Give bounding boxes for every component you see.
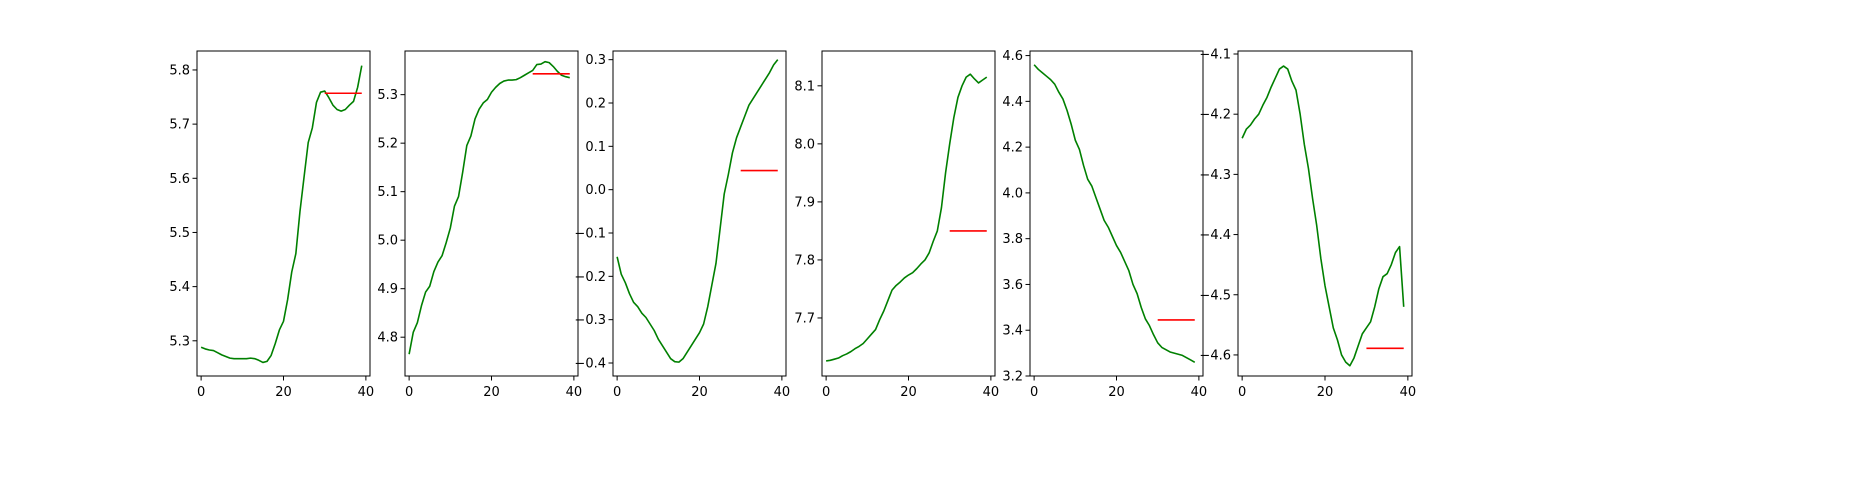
- panel-5-series-line: [1033, 64, 1196, 363]
- panel-3-ytick-label: −0.2: [574, 270, 606, 285]
- panel-4-ytick-label: 7.8: [794, 253, 815, 268]
- panel-6-ytick-label: −4.2: [1199, 108, 1231, 123]
- panel-1-ytick-label: 5.8: [169, 63, 190, 78]
- panel-4-xtick-label: 40: [983, 385, 1000, 400]
- panel-1: 0 20 40 5.3 5.4 5.5 5.6 5.7 5.8: [169, 50, 375, 400]
- panel-4-ytick-label: 7.9: [794, 195, 815, 210]
- panel-1-xtick-label: 40: [358, 385, 375, 400]
- panel-2-ytick-label: 5.2: [377, 137, 398, 152]
- panel-6-ytick-label: −4.5: [1199, 288, 1231, 303]
- panel-1-ytick-label: 5.6: [169, 172, 190, 187]
- panel-3-xtick-label: 40: [774, 385, 791, 400]
- panel-3-ytick-label: 0.2: [585, 97, 606, 112]
- panel-4-xtick-label: 0: [822, 385, 830, 400]
- panel-1-ytick-label: 5.3: [169, 334, 190, 349]
- panel-5-ytick-label: 4.6: [1002, 49, 1023, 64]
- panel-6-ytick-label: −4.1: [1199, 48, 1231, 63]
- panel-2-xtick-label: 40: [566, 385, 583, 400]
- panel-3-ytick-label: 0.3: [585, 53, 606, 68]
- panel-2-ytick-label: 5.1: [377, 185, 398, 200]
- panel-6-xtick-label: 0: [1238, 385, 1246, 400]
- panel-3-series-line: [616, 59, 779, 363]
- panel-2-ytick-label: 5.0: [377, 234, 398, 249]
- panel-5-ytick-label: 3.6: [1002, 278, 1023, 293]
- panel-1-xtick-label: 0: [197, 385, 205, 400]
- panel-3-xtick-label: 0: [613, 385, 621, 400]
- panel-2-ytick-label: 5.3: [377, 88, 398, 103]
- panel-3-xtick-label: 20: [691, 385, 708, 400]
- panel-1-ytick-label: 5.5: [169, 226, 190, 241]
- panel-2-series-line: [408, 60, 570, 355]
- panel-3: 0 20 40 −0.4 −0.3 −0.2 −0.1 0.0 0.1 0.2 0.3: [574, 50, 791, 400]
- panel-3-ytick-label: 0.1: [585, 140, 606, 155]
- panel-2: 0 20 40 4.8 4.9 5.0 5.1 5.2 5.3: [377, 50, 583, 400]
- panel-2-xtick-label: 0: [405, 385, 413, 400]
- panel-3-ytick-label: −0.4: [574, 357, 606, 372]
- panel-3-ytick-label: 0.0: [585, 183, 606, 198]
- panel-4: 0 20 40 7.7 7.8 7.9 8.0 8.1: [794, 50, 1000, 400]
- panel-5-ytick-label: 3.8: [1002, 232, 1023, 247]
- panel-1-series-line: [200, 65, 363, 364]
- panel-4-series-line: [826, 73, 988, 362]
- panel-6-ytick-label: −4.4: [1199, 228, 1231, 243]
- panel-6-xtick-label: 40: [1400, 385, 1417, 400]
- panel-1-ytick-label: 5.7: [169, 118, 190, 133]
- panel-5-ytick-label: 3.2: [1002, 370, 1023, 385]
- panel-4-ytick-label: 8.0: [794, 137, 815, 152]
- panel-5-ytick-label: 4.4: [1002, 95, 1023, 110]
- panel-4-xtick-label: 20: [900, 385, 917, 400]
- panel-6-ytick-label: −4.3: [1199, 168, 1231, 183]
- panel-2-ytick-label: 4.9: [377, 282, 398, 297]
- panel-3-ytick-label: −0.1: [574, 227, 606, 242]
- panel-1-xtick-label: 20: [275, 385, 292, 400]
- panel-5-ytick-label: 3.4: [1002, 324, 1023, 339]
- panel-5-xtick-label: 0: [1030, 385, 1038, 400]
- panel-4-ytick-label: 7.7: [794, 311, 815, 326]
- panel-2-xtick-label: 20: [483, 385, 500, 400]
- panel-6-series-line: [1241, 65, 1405, 367]
- panel-3-ytick-label: −0.3: [574, 313, 606, 328]
- panel-5-xtick-label: 40: [1191, 385, 1208, 400]
- panel-6: 0 20 40 −4.6 −4.5 −4.4 −4.3 −4.2 −4.1: [1199, 48, 1416, 400]
- panel-2-ytick-label: 4.8: [377, 331, 398, 346]
- panel-5-xtick-label: 20: [1108, 385, 1125, 400]
- panel-1-ytick-label: 5.4: [169, 280, 190, 295]
- panel-5-ytick-label: 4.0: [1002, 186, 1023, 201]
- panel-6-ytick-label: −4.6: [1199, 348, 1231, 363]
- panel-6-xtick-label: 20: [1317, 385, 1334, 400]
- panel-4-ytick-label: 8.1: [794, 79, 815, 94]
- panel-5: 0 20 40 3.2 3.4 3.6 3.8 4.0 4.2 4.4 4.6: [1002, 49, 1207, 400]
- panel-5-ytick-label: 4.2: [1002, 141, 1023, 156]
